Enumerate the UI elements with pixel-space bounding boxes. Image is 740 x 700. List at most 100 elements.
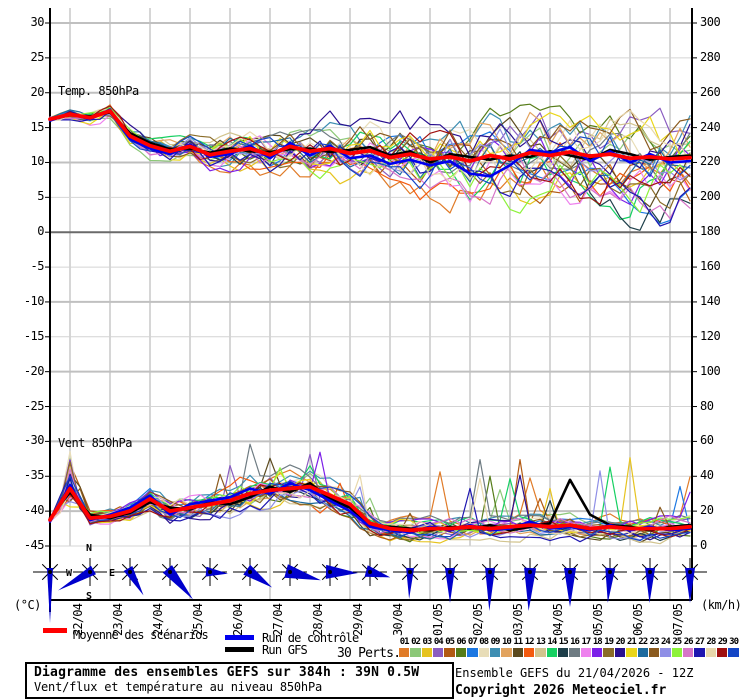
- pert-legend-item: 08: [478, 637, 489, 657]
- y-axis-label-right: 160: [700, 259, 721, 274]
- pert-color-list: 01 02 03 04 05 06 07 08 09 10 11 12 13 14 15 16 17 18 19 20…: [399, 637, 740, 657]
- pert-number: 04: [433, 637, 444, 647]
- pert-number: 07: [467, 637, 478, 647]
- pert-number: 15: [558, 637, 569, 647]
- pert-number: 19: [604, 637, 614, 647]
- y-axis-label-left: -20: [23, 363, 45, 378]
- pert-legend-item: 07: [467, 637, 478, 657]
- pert-number: 02: [411, 637, 421, 647]
- pert-legend-item: 21: [626, 637, 637, 657]
- pert-legend-item: 14: [546, 637, 558, 657]
- pert-legend-item: 19: [603, 637, 614, 657]
- pert-legend-item: 03: [421, 637, 433, 657]
- pert-legend-item: 17: [580, 637, 592, 657]
- x-axis-date-label: 28/04: [311, 603, 325, 636]
- pert-color-swatch: [399, 648, 410, 657]
- x-axis-date-label: 03/05: [511, 603, 525, 636]
- legend-gfs-swatch: [225, 647, 254, 652]
- ensemble-plot-canvas: N S W E: [33, 8, 707, 623]
- y-axis-label-left: 25: [30, 49, 45, 64]
- pert-color-swatch: [558, 648, 569, 657]
- y-axis-label-left: -15: [23, 328, 45, 343]
- pert-number: 03: [422, 637, 432, 647]
- pert-color-swatch: [717, 648, 728, 657]
- y-axis-label-left: 10: [30, 154, 45, 169]
- pert-number: 16: [570, 637, 580, 647]
- y-axis-label-right: 260: [700, 84, 721, 99]
- pert-number: 20: [615, 637, 626, 647]
- footer-title: Diagramme des ensembles GEFS sur 384h : …: [34, 665, 420, 680]
- pert-legend-item: 09: [489, 637, 501, 657]
- pert-number: 21: [626, 637, 637, 647]
- pert-number: 29: [717, 637, 728, 647]
- pert-color-swatch: [626, 648, 637, 657]
- legend-mean-swatch: [43, 628, 67, 633]
- pert-legend-item: 15: [558, 637, 569, 657]
- pert-color-swatch: [489, 648, 501, 657]
- y-axis-label-right: 240: [700, 119, 721, 134]
- y-axis-label-right: 100: [700, 363, 721, 378]
- y-axis-label-left: 5: [37, 189, 44, 204]
- pert-color-swatch: [421, 648, 433, 657]
- y-axis-label-left: -40: [23, 503, 45, 518]
- pert-legend-item: 28: [705, 637, 717, 657]
- x-axis-date-label: 02/05: [471, 603, 485, 636]
- pert-legend-item: 05: [444, 637, 455, 657]
- compass-letter: S: [86, 591, 92, 602]
- pert-legend-item: 24: [660, 637, 671, 657]
- pert-color-swatch: [682, 648, 694, 657]
- pert-color-swatch: [410, 648, 421, 657]
- y-axis-label-left: -10: [23, 293, 45, 308]
- pert-number: 27: [695, 637, 705, 647]
- x-axis-date-label: 07/05: [671, 603, 685, 636]
- y-axis-label-left: -35: [23, 468, 45, 483]
- compass-letter: E: [109, 568, 115, 579]
- x-axis-date-label: 23/04: [111, 603, 125, 636]
- compass-letter: W: [66, 568, 73, 579]
- pert-legend-item: 06: [455, 637, 467, 657]
- pert-color-swatch: [705, 648, 717, 657]
- pert-color-swatch: [523, 648, 535, 657]
- pert-legend-item: 18: [592, 637, 603, 657]
- pert-color-swatch: [614, 648, 626, 657]
- pert-color-swatch: [648, 648, 660, 657]
- pert-legend-item: 11: [512, 637, 523, 657]
- pert-legend-item: 23: [648, 637, 660, 657]
- pert-color-swatch: [546, 648, 558, 657]
- pert-color-swatch: [467, 648, 478, 657]
- y-axis-label-left: 30: [30, 15, 45, 29]
- x-axis-date-label: 27/04: [271, 603, 285, 636]
- x-axis-date-label: 22/04: [71, 603, 85, 636]
- pert-number: 01: [399, 637, 410, 647]
- pert-legend-item: 01: [399, 637, 410, 657]
- pert-legend-item: 29: [717, 637, 728, 657]
- y-axis-label-right: 120: [700, 328, 721, 343]
- pert-color-swatch: [535, 648, 546, 657]
- footer-info-box: Diagramme des ensembles GEFS sur 384h : …: [25, 662, 454, 699]
- y-axis-label-left: 15: [30, 119, 45, 134]
- right-unit-label: (km/h): [701, 598, 740, 612]
- pert-color-swatch: [580, 648, 592, 657]
- y-axis-label-right: 40: [700, 468, 714, 483]
- pert-number: 22: [638, 637, 648, 647]
- y-axis-label-left: -45: [23, 537, 45, 552]
- pert-legend-item: 30: [728, 637, 739, 657]
- pert-color-swatch: [671, 648, 682, 657]
- x-axis-date-label: 24/04: [151, 603, 165, 636]
- pert-legend-item: 27: [694, 637, 705, 657]
- pert-legend-item: 12: [523, 637, 535, 657]
- pert-number: 09: [490, 637, 501, 647]
- pert-legend-item: 20: [614, 637, 626, 657]
- pert-number: 12: [524, 637, 535, 647]
- pert-legend-item: 25: [671, 637, 682, 657]
- pert-color-swatch: [433, 648, 444, 657]
- y-axis-label-right: 280: [700, 49, 721, 64]
- legend-gfs-label: Run GFS: [262, 643, 308, 657]
- pert-color-swatch: [455, 648, 467, 657]
- compass-letter: N: [86, 543, 92, 554]
- pert-color-swatch: [603, 648, 614, 657]
- y-axis-label-left: -25: [23, 398, 45, 413]
- pert-number: 30: [729, 637, 739, 647]
- pert-number: 06: [456, 637, 467, 647]
